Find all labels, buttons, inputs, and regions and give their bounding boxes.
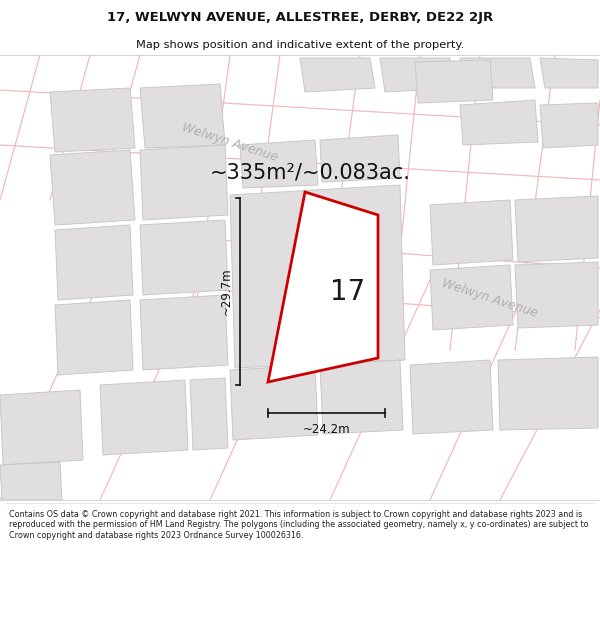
Polygon shape <box>515 196 598 262</box>
Polygon shape <box>515 262 598 328</box>
Polygon shape <box>0 462 62 500</box>
Polygon shape <box>498 357 598 430</box>
Polygon shape <box>50 150 135 225</box>
Polygon shape <box>140 220 228 295</box>
Polygon shape <box>100 380 188 455</box>
Text: ~335m²/~0.083ac.: ~335m²/~0.083ac. <box>209 162 410 182</box>
Polygon shape <box>430 200 513 265</box>
Polygon shape <box>190 378 228 450</box>
Polygon shape <box>140 145 228 220</box>
Text: ~24.2m: ~24.2m <box>302 423 350 436</box>
Polygon shape <box>55 225 133 300</box>
Text: 17, WELWYN AVENUE, ALLESTREE, DERBY, DE22 2JR: 17, WELWYN AVENUE, ALLESTREE, DERBY, DE2… <box>107 11 493 24</box>
Polygon shape <box>140 84 225 148</box>
Polygon shape <box>55 300 133 375</box>
Polygon shape <box>540 103 598 148</box>
Text: ~29.7m: ~29.7m <box>220 268 233 315</box>
Polygon shape <box>320 360 403 434</box>
Text: 17: 17 <box>329 278 365 306</box>
Text: Welwyn Avenue: Welwyn Avenue <box>181 121 280 164</box>
Polygon shape <box>230 365 318 440</box>
Text: Welwyn Avenue: Welwyn Avenue <box>440 276 539 319</box>
Polygon shape <box>300 58 375 92</box>
Polygon shape <box>240 140 318 188</box>
Polygon shape <box>460 100 538 145</box>
Polygon shape <box>0 390 83 465</box>
Polygon shape <box>540 58 598 88</box>
Polygon shape <box>140 295 228 370</box>
Polygon shape <box>410 360 493 434</box>
Polygon shape <box>320 135 400 182</box>
Text: Map shows position and indicative extent of the property.: Map shows position and indicative extent… <box>136 39 464 49</box>
Text: Contains OS data © Crown copyright and database right 2021. This information is : Contains OS data © Crown copyright and d… <box>9 510 589 540</box>
Polygon shape <box>415 60 493 103</box>
Polygon shape <box>430 265 513 330</box>
Polygon shape <box>230 185 405 368</box>
Polygon shape <box>460 58 535 88</box>
Polygon shape <box>50 88 135 152</box>
Polygon shape <box>268 192 378 382</box>
Polygon shape <box>380 58 455 92</box>
